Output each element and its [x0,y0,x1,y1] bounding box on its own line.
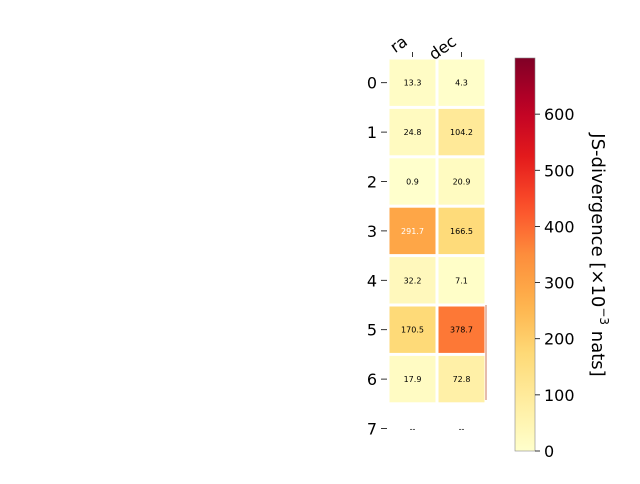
cell-value-label: 20.9 [453,178,471,187]
heatmap-cell [389,355,436,403]
row-label-0: 0 [367,74,377,93]
cell-value-label: 24.8 [404,128,422,137]
colorbar-label: JS-divergence [×10−3 nats] [587,132,611,376]
row-label-7: 7 [367,420,377,439]
row-label-1: 1 [367,123,377,142]
cell-value-label: 166.5 [450,227,473,236]
heatmap-cell [438,355,485,403]
colorbar-tick-label: 100 [544,386,575,405]
cell-value-label: 72.8 [453,375,471,384]
heatmap-cell [389,306,436,353]
colorbar-label-exponent: −3 [597,307,611,325]
column-labels: ra dec [386,32,462,64]
cell-value-label: 378.7 [450,326,473,335]
column-label-ra: ra [386,32,410,57]
colorbar-gradient [514,57,536,452]
cell-value-label: -- [459,425,465,434]
heatmap-cell [438,207,485,255]
heatmap-cells: 13.3 4.3 24.8 104.2 0.9 20.9 291.7 166.5 32.2 7.1… [389,59,487,434]
row-label-4: 4 [367,271,377,290]
heatmap-cell [389,108,436,156]
cell-value-label: 4.3 [455,79,468,88]
cell-value-label: 13.3 [404,79,422,88]
colorbar-tick-label: 400 [544,217,575,236]
colorbar-tick-label: 0 [544,442,554,461]
heatmap-cell [389,207,436,255]
row-label-3: 3 [367,222,377,241]
cell-value-label: 7.1 [455,276,468,285]
cell-value-label: 17.9 [404,375,422,384]
cell-value-label: 104.2 [450,128,473,137]
cell-value-label: 291.7 [401,227,424,236]
colorbar-tick-label: 200 [544,330,575,349]
colorbar-tick-label: 600 [544,105,575,124]
colorbar: 0 100 200 300 400 500 600 JS-divergence [×10−3 … [514,57,611,461]
heatmap-cell [438,306,485,353]
row-labels: 0 1 2 3 4 5 6 7 [367,74,387,439]
heatmap-cell [438,257,485,304]
heatmap-cell [389,257,436,304]
row-label-2: 2 [367,173,377,192]
colorbar-label-main: JS-divergence [×10 [587,132,608,307]
cell-value-label: 32.2 [404,276,422,285]
row-label-5: 5 [367,321,377,340]
heatmap-cell [438,108,485,156]
cell-value-label: -- [410,425,416,434]
cell-value-label: 0.9 [406,178,419,187]
heatmap-cell [438,59,485,106]
cell-value-label: 170.5 [401,326,424,335]
colorbar-tick-label: 500 [544,161,575,180]
row-label-6: 6 [367,370,377,389]
colorbar-label-unit: nats] [587,325,608,377]
heatmap-cell [438,158,485,205]
heatmap-cell [389,158,436,205]
colorbar-tick-label: 300 [544,274,575,293]
column-label-dec: dec [425,32,459,64]
heatmap-cell [389,59,436,106]
